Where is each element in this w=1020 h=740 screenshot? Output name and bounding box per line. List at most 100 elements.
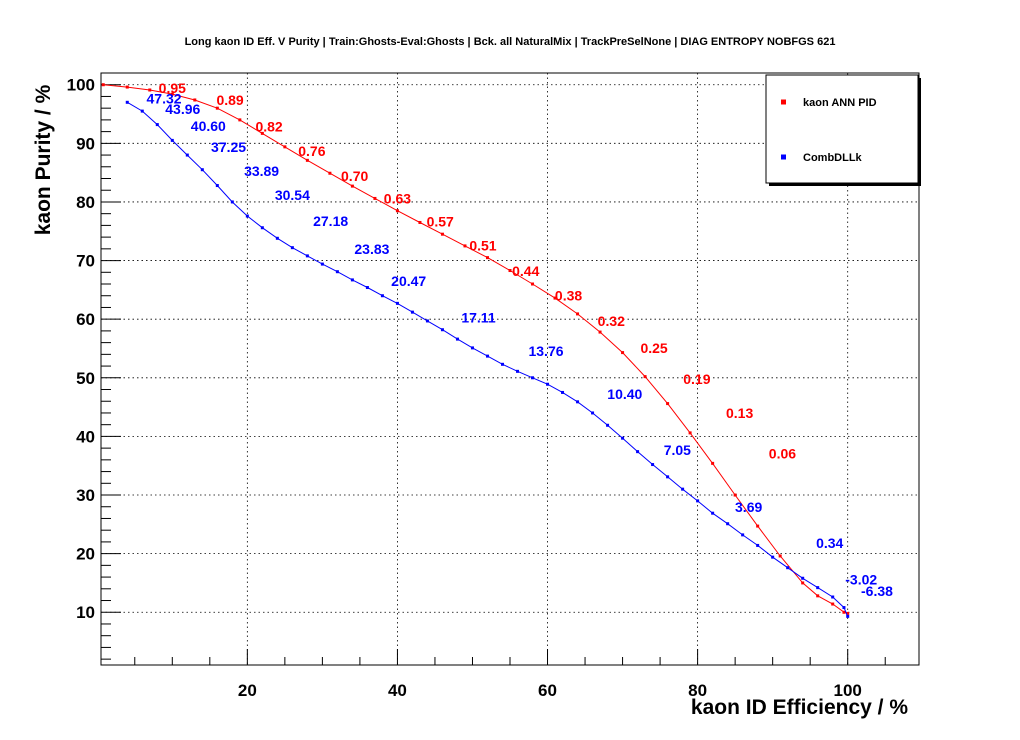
data-point — [778, 554, 782, 558]
cut-value-label: 0.51 — [469, 238, 496, 254]
x-tick-label: 80 — [688, 681, 707, 700]
y-tick-label: 40 — [76, 427, 95, 446]
cut-value-label: 0.44 — [512, 263, 539, 279]
data-point — [651, 463, 655, 467]
cut-value-label: 0.89 — [216, 92, 243, 108]
data-point — [711, 461, 715, 465]
data-point — [688, 431, 692, 435]
legend-box — [765, 74, 919, 184]
data-point — [786, 566, 790, 570]
data-point — [500, 362, 504, 366]
plot-frame — [100, 72, 920, 666]
cut-value-label: 0.63 — [384, 191, 411, 207]
data-point — [275, 236, 279, 240]
data-point — [170, 92, 174, 96]
data-point — [733, 493, 737, 497]
data-point — [200, 168, 204, 172]
cut-value-label: 0.19 — [683, 371, 710, 387]
data-point — [561, 390, 565, 394]
cut-value-label: 30.54 — [275, 187, 310, 203]
data-point — [260, 226, 264, 230]
cut-value-label: 20.47 — [391, 273, 426, 289]
data-point — [215, 106, 219, 110]
data-point — [418, 220, 422, 224]
cut-value-label: 37.25 — [211, 139, 246, 155]
data-point — [696, 499, 700, 503]
cut-value-label: 10.40 — [607, 386, 642, 402]
data-point — [305, 254, 309, 258]
data-point — [606, 423, 610, 427]
axis-ticks: 20 40 60 80 100 10 20 30 40 50 60 70 80 90 100 — [67, 76, 886, 700]
series-0 — [101, 83, 850, 615]
x-tick-label: 20 — [238, 681, 257, 700]
cut-value-label: 27.18 — [313, 213, 348, 229]
data-point — [440, 232, 444, 236]
data-point — [846, 611, 850, 615]
data-point — [170, 138, 174, 142]
cut-value-label: 33.89 — [244, 163, 279, 179]
data-point — [643, 375, 647, 379]
data-point — [756, 524, 760, 528]
data-point — [395, 301, 399, 305]
data-point — [440, 328, 444, 332]
data-point — [485, 256, 489, 260]
cut-labels: 0.95 0.89 0.82 0.76 0.70 0.63 0.57 0.51 0.44 0.38… — [147, 80, 894, 599]
cut-value-label: 23.83 — [354, 241, 389, 257]
data-point — [245, 214, 249, 218]
series-layer — [101, 83, 850, 618]
x-tick-label: 40 — [388, 681, 407, 700]
data-point — [553, 296, 557, 300]
data-point — [328, 171, 332, 175]
data-point — [395, 209, 399, 213]
x-tick-label: 60 — [538, 681, 557, 700]
y-tick-label: 90 — [76, 134, 95, 153]
data-point — [816, 594, 820, 598]
cut-value-label: 0.38 — [555, 287, 582, 303]
cut-value-label: 40.60 — [191, 118, 226, 134]
data-point — [425, 319, 429, 323]
grid — [101, 73, 919, 665]
data-point — [125, 85, 129, 89]
data-point — [598, 330, 602, 334]
data-point — [741, 533, 745, 537]
data-point — [846, 614, 850, 618]
cut-value-label: 0.70 — [341, 168, 368, 184]
data-point — [140, 109, 144, 113]
cut-value-label: 0.32 — [598, 313, 625, 329]
data-point — [621, 436, 625, 440]
data-point — [636, 450, 640, 454]
cut-value-label: 0.95 — [159, 80, 186, 96]
data-point — [260, 131, 264, 135]
cut-value-label: -3.02 — [845, 572, 877, 588]
x-tick-label: 100 — [834, 681, 862, 700]
data-point — [508, 269, 512, 273]
data-point — [380, 294, 384, 298]
data-point — [230, 200, 234, 204]
series-line — [127, 101, 849, 617]
data-point — [125, 100, 129, 104]
cut-value-label: 13.76 — [528, 343, 563, 359]
chart-title: Long kaon ID Eff. V Purity | Train:Ghost… — [184, 36, 836, 48]
data-point — [546, 382, 550, 386]
data-point — [576, 400, 580, 404]
y-tick-label: 80 — [76, 193, 95, 212]
y-tick-label: 10 — [76, 603, 95, 622]
data-point — [666, 402, 670, 406]
data-point — [463, 244, 467, 248]
y-tick-label: 20 — [76, 545, 95, 564]
data-point — [831, 602, 835, 606]
data-point — [335, 270, 339, 274]
data-point — [373, 196, 377, 200]
data-point — [155, 123, 159, 127]
data-point — [410, 310, 414, 314]
data-point — [305, 158, 309, 162]
data-point — [801, 576, 805, 580]
cut-value-label: 0.76 — [298, 143, 325, 159]
data-point — [576, 312, 580, 316]
y-tick-label: 50 — [76, 369, 95, 388]
data-point — [350, 278, 354, 282]
data-point — [621, 351, 625, 355]
cut-value-label: 0.57 — [427, 214, 454, 230]
data-point — [842, 606, 846, 610]
